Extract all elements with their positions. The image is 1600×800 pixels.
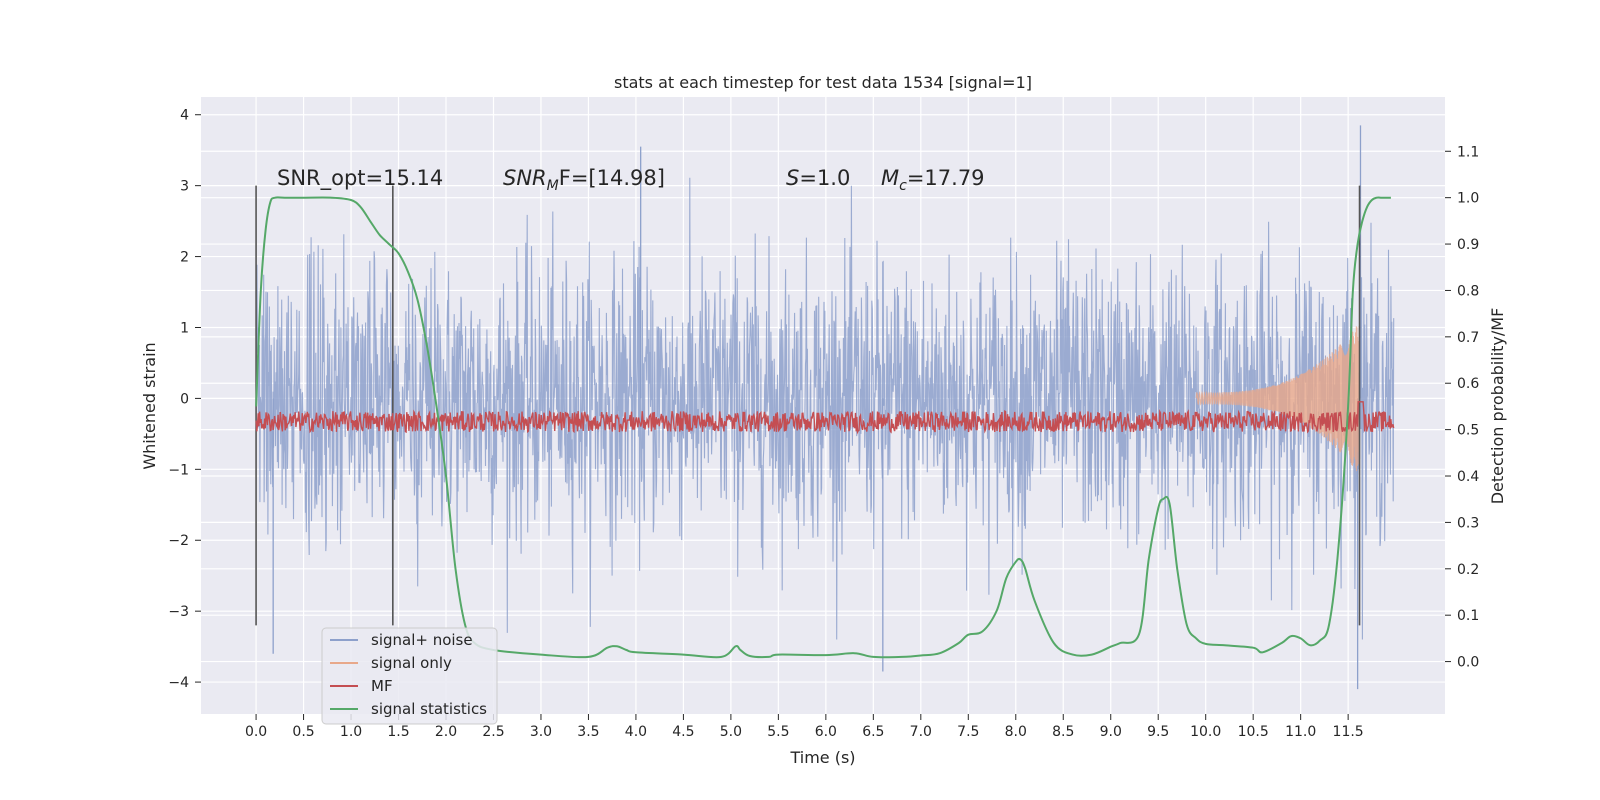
y-tick-label-6: 2 xyxy=(180,250,189,266)
y2-axis-ticks: 0.0 0.1 0.2 0.3 0.4 0.5 0.6 0.7 0.8 0.9 1.0 1.1 xyxy=(1445,144,1479,671)
x-axis-label: Time (s) xyxy=(789,748,855,767)
y2-tick-label-8: 0.8 xyxy=(1457,283,1479,299)
y-tick-label-5: 1 xyxy=(180,320,189,336)
y-axis-ticks: −4 −3 −2 −1 0 1 2 3 4 xyxy=(168,108,201,691)
x-tick-label-13: 6.5 xyxy=(862,724,884,740)
y2-tick-label-3: 0.3 xyxy=(1457,515,1479,531)
x-tick-label-18: 9.0 xyxy=(1100,724,1122,740)
y-tick-label-0: −4 xyxy=(168,675,189,691)
annotation-mc-value: =17.79 xyxy=(907,166,985,190)
annotation-snr-mf-sub: M xyxy=(547,178,559,194)
x-tick-label-16: 8.0 xyxy=(1005,724,1027,740)
y-tick-label-3: −1 xyxy=(168,462,189,478)
x-tick-label-0: 0.0 xyxy=(245,724,267,740)
signal-statistics-series xyxy=(255,196,1391,659)
signal-line xyxy=(1195,326,1360,475)
legend-label-mf: MF xyxy=(371,677,393,695)
stats-line xyxy=(255,196,1391,659)
x-tick-label-20: 10.0 xyxy=(1190,724,1221,740)
annotation-snr-mf-label: SNR xyxy=(503,166,547,190)
y-tick-label-7: 3 xyxy=(180,179,189,195)
annotation-mc-sub: c xyxy=(899,178,907,194)
x-tick-label-15: 7.5 xyxy=(957,724,979,740)
y-tick-label-2: −2 xyxy=(168,533,189,549)
x-tick-label-23: 11.5 xyxy=(1333,724,1364,740)
y2-tick-label-11: 1.1 xyxy=(1457,144,1479,160)
legend-label-signal: signal only xyxy=(371,654,452,672)
y-tick-label-4: 0 xyxy=(180,391,189,407)
x-tick-label-19: 9.5 xyxy=(1147,724,1169,740)
noise-line xyxy=(255,177,1395,640)
annotation-snr-mf: SNRMF=[14.98] xyxy=(503,166,665,194)
y2-tick-label-0: 0.0 xyxy=(1457,655,1479,671)
y-axis-label: Whitened strain xyxy=(140,342,159,469)
legend-label-stats: signal statistics xyxy=(371,700,487,718)
x-tick-label-11: 5.5 xyxy=(767,724,789,740)
annotation-mc-label: M xyxy=(881,166,899,190)
x-tick-label-4: 2.0 xyxy=(435,724,457,740)
mf-series xyxy=(255,401,1395,435)
y2-tick-label-7: 0.7 xyxy=(1457,330,1479,346)
legend-label-noise: signal+ noise xyxy=(371,631,473,649)
x-axis-ticks: 0.0 0.5 1.0 1.5 2.0 2.5 3.0 3.5 4.0 4.5 5.0 5.5 6.0 6… xyxy=(245,714,1364,740)
annotation-s-label: S xyxy=(786,166,799,190)
x-tick-label-6: 3.0 xyxy=(530,724,552,740)
annotation-mc: Mc=17.79 xyxy=(881,166,985,194)
y2-tick-label-10: 1.0 xyxy=(1457,191,1479,207)
x-tick-label-9: 4.5 xyxy=(672,724,694,740)
annotation-snr-opt: SNR_opt=15.14 xyxy=(277,166,443,191)
x-tick-label-12: 6.0 xyxy=(815,724,837,740)
x-tick-label-17: 8.5 xyxy=(1052,724,1074,740)
legend-box xyxy=(321,627,498,725)
chart-title: stats at each timestep for test data 153… xyxy=(614,73,1032,92)
x-tick-label-2: 1.0 xyxy=(340,724,362,740)
y-tick-label-8: 4 xyxy=(180,108,189,124)
annotation-s: S=1.0 xyxy=(786,166,850,190)
y2-tick-label-1: 0.1 xyxy=(1457,608,1479,624)
y2-tick-label-4: 0.4 xyxy=(1457,469,1479,485)
x-tick-label-22: 11.0 xyxy=(1285,724,1316,740)
y2-tick-label-5: 0.5 xyxy=(1457,423,1479,439)
mf-line xyxy=(255,401,1395,435)
x-tick-label-21: 10.5 xyxy=(1238,724,1269,740)
x-tick-label-10: 5.0 xyxy=(720,724,742,740)
y2-tick-label-2: 0.2 xyxy=(1457,562,1479,578)
x-tick-label-3: 1.5 xyxy=(387,724,409,740)
signal-only-series xyxy=(1195,326,1360,475)
legend: signal+ noise signal only MF signal stat… xyxy=(321,627,498,725)
annotation-s-value: =1.0 xyxy=(799,166,850,190)
y2-tick-label-9: 0.9 xyxy=(1457,237,1479,253)
x-tick-label-7: 3.5 xyxy=(577,724,599,740)
y2-tick-label-6: 0.6 xyxy=(1457,376,1479,392)
x-tick-label-5: 2.5 xyxy=(482,724,504,740)
x-tick-label-8: 4.0 xyxy=(625,724,647,740)
y-tick-label-1: −3 xyxy=(168,604,189,620)
x-tick-label-1: 0.5 xyxy=(292,724,314,740)
x-tick-label-14: 7.0 xyxy=(910,724,932,740)
y2-axis-label: Detection probability/MF xyxy=(1488,308,1507,505)
annotation-snr-mf-rest: F=[14.98] xyxy=(559,166,665,190)
